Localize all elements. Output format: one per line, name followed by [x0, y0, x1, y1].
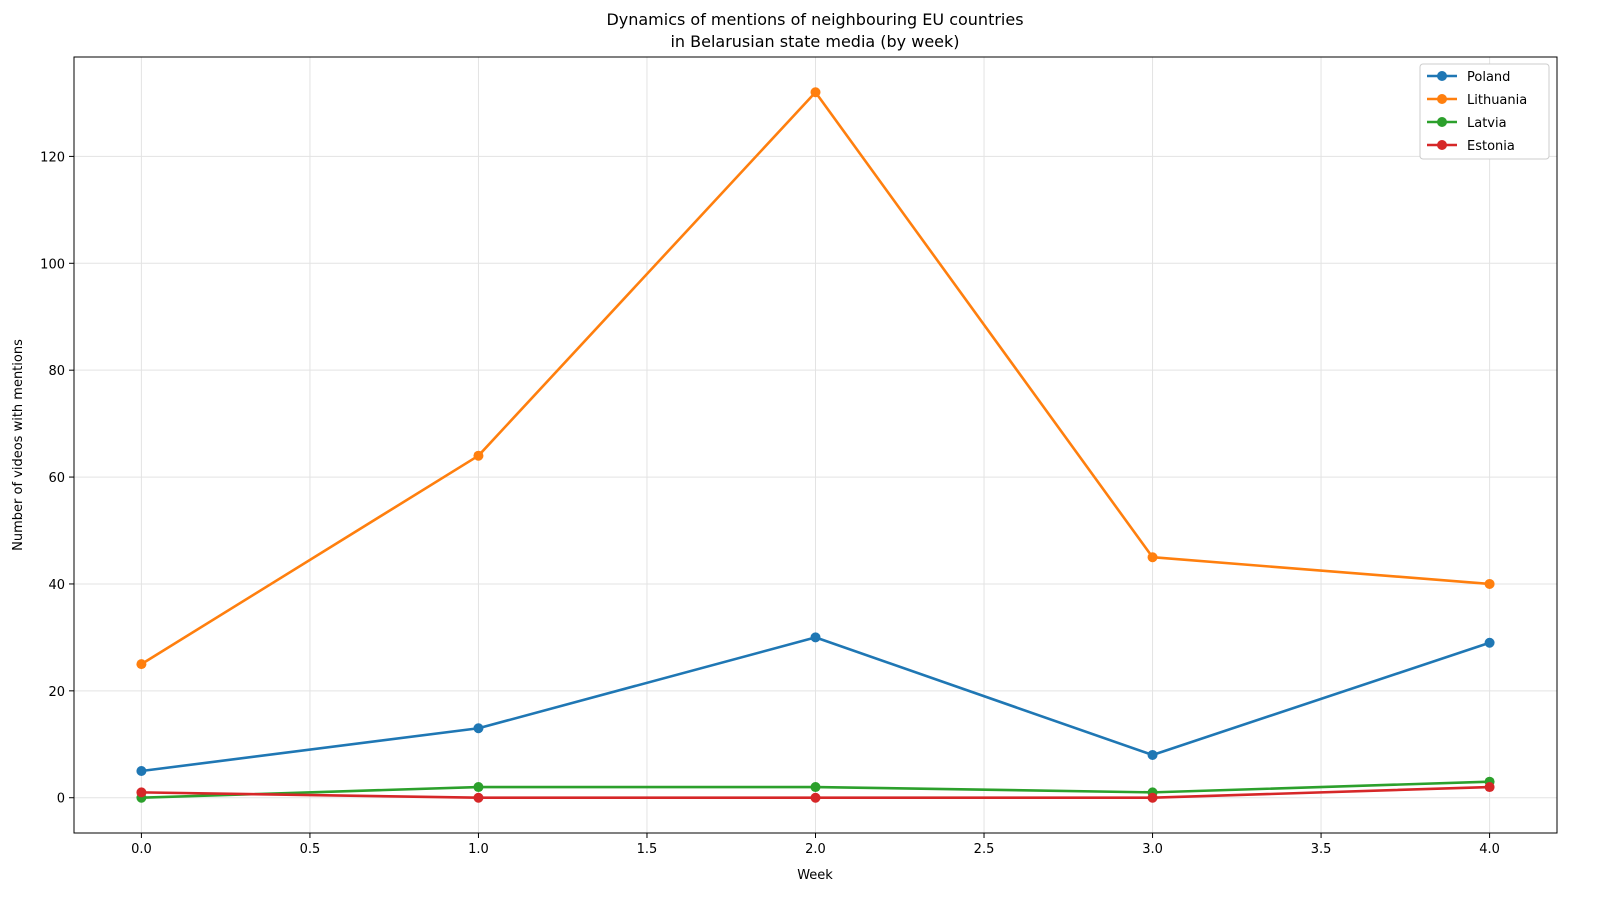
- y-tick-label: 100: [40, 257, 65, 272]
- legend-marker-lithuania: [1437, 94, 1447, 104]
- x-tick-label: 1.5: [637, 842, 658, 857]
- data-point-lithuania: [1484, 578, 1495, 589]
- y-tick-label: 120: [40, 150, 65, 165]
- data-point-latvia: [473, 782, 484, 793]
- x-tick-label: 4.0: [1479, 842, 1500, 857]
- legend-marker-poland: [1437, 71, 1447, 81]
- y-tick-label: 40: [48, 578, 65, 593]
- data-point-lithuania: [473, 450, 484, 461]
- x-tick-label: 2.0: [805, 842, 826, 857]
- data-point-lithuania: [136, 659, 147, 670]
- y-axis-label: Number of videos with mentions: [11, 339, 26, 551]
- x-tick-label: 0.5: [300, 842, 321, 857]
- legend: Poland Lithuania Latvia Estonia: [1419, 63, 1550, 160]
- data-point-estonia: [810, 792, 821, 803]
- x-tick-label: 1.0: [468, 842, 489, 857]
- x-axis-label: Week: [797, 868, 833, 883]
- plot-frame: [73, 56, 1558, 834]
- legend-label: Estonia: [1467, 139, 1515, 154]
- data-point-estonia: [136, 787, 147, 798]
- data-point-latvia: [810, 782, 821, 793]
- data-point-lithuania: [810, 87, 821, 98]
- x-tick-label: 2.5: [974, 842, 995, 857]
- legend-box: [1419, 63, 1550, 160]
- x-tick-label: 3.5: [1311, 842, 1332, 857]
- legend-label: Poland: [1467, 70, 1510, 85]
- chart-subtitle: in Belarusian state media (by week): [670, 32, 959, 51]
- data-point-poland: [473, 723, 484, 734]
- legend-label: Latvia: [1467, 116, 1507, 131]
- x-tick-label: 0.0: [131, 842, 152, 857]
- y-tick-label: 60: [48, 471, 65, 486]
- legend-label: Lithuania: [1467, 93, 1527, 108]
- data-point-poland: [1484, 637, 1495, 648]
- x-tick-label: 3.0: [1142, 842, 1163, 857]
- data-point-estonia: [473, 792, 484, 803]
- legend-marker-latvia: [1437, 117, 1447, 127]
- y-tick-label: 80: [48, 364, 65, 379]
- legend-marker-estonia: [1437, 140, 1447, 150]
- y-tick-label: 20: [48, 685, 65, 700]
- data-point-poland: [810, 632, 821, 643]
- data-point-lithuania: [1147, 552, 1158, 563]
- data-point-estonia: [1147, 792, 1158, 803]
- y-tick-label: 0: [57, 792, 65, 807]
- data-point-estonia: [1484, 782, 1495, 793]
- data-point-poland: [1147, 749, 1158, 760]
- data-point-poland: [136, 766, 147, 777]
- chart-title: Dynamics of mentions of neighbouring EU …: [606, 10, 1023, 29]
